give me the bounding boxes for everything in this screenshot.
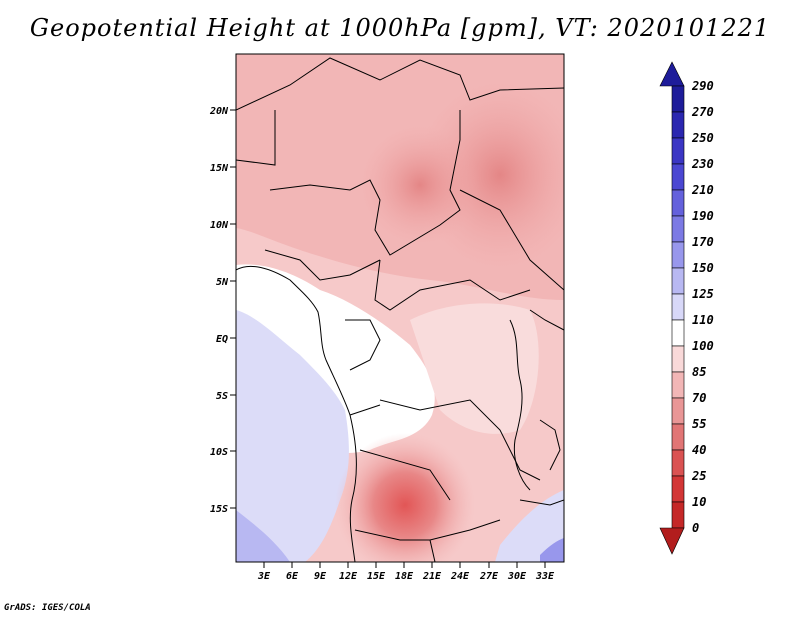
lon-label: 24E (450, 571, 470, 582)
lat-label: 20N (209, 106, 229, 117)
lon-label: 18E (395, 571, 414, 582)
colorbar-bin (671, 423, 685, 451)
colorbar-bin (671, 85, 685, 113)
lon-label: 15E (367, 571, 386, 582)
lon-label: 12E (339, 571, 358, 582)
lat-label: 5N (216, 277, 229, 288)
colorbar-bin (671, 449, 685, 477)
lat-label: 10N (210, 220, 229, 231)
lat-label: 15N (210, 163, 229, 174)
colorbar-label: 0 (692, 521, 699, 535)
lon-label: 33E (535, 571, 555, 582)
ocean-blue-deep (236, 510, 290, 562)
colorbar-labels: 290 270 250 230 210 190 170 150 125 110 … (691, 79, 714, 535)
colorbar-label: 85 (692, 365, 706, 379)
pale-zone (410, 303, 539, 434)
shaded-field (236, 54, 564, 562)
colorbar-label: 190 (692, 209, 714, 223)
colorbar-label: 230 (691, 157, 714, 171)
colorbar-bottom-arrow (659, 527, 685, 555)
lon-label: 27E (479, 571, 499, 582)
colorbar-label: 270 (691, 105, 714, 119)
colorbar-bin (671, 397, 685, 425)
colorbar-label: 150 (692, 261, 714, 275)
colorbar-bin (671, 163, 685, 191)
colorbar-bin (671, 345, 685, 373)
map-title: Geopotential Height at 1000hPa [gpm], VT… (29, 14, 771, 42)
footer-credit: GrADS: IGES/COLA (4, 603, 91, 613)
colorbar-label: 125 (692, 287, 714, 301)
colorbar-label: 290 (691, 79, 714, 93)
colorbar-label: 10 (692, 495, 706, 509)
colorbar-label: 25 (691, 469, 706, 483)
lon-label: 30E (507, 571, 527, 582)
colorbar-bin (671, 371, 685, 399)
lon-axis: 3E 6E 9E 12E 15E 18E 21E 24E 27E 30E 33E (257, 562, 555, 582)
lon-label: 21E (422, 571, 442, 582)
colorbar-bin (671, 215, 685, 243)
lon-label: 6E (286, 571, 299, 582)
lon-label: 9E (314, 571, 327, 582)
map-frame (235, 53, 565, 563)
colorbar-bin (671, 293, 685, 321)
colorbar-bin (671, 189, 685, 217)
colorbar-bin (671, 267, 685, 295)
southeast-blue-deep (540, 538, 564, 562)
colorbar-label: 110 (692, 313, 714, 327)
colorbar-bin (671, 137, 685, 165)
colorbar-bin (671, 241, 685, 269)
colorbar (659, 61, 685, 555)
colorbar-bin (671, 319, 685, 347)
colorbar-label: 70 (692, 391, 706, 405)
southeast-blue (495, 490, 564, 562)
north-hotspot-central (360, 125, 480, 245)
colorbar-label: 210 (691, 183, 714, 197)
colorbar-label: 170 (692, 235, 714, 249)
colorbar-label: 250 (691, 131, 714, 145)
colorbar-bin (671, 501, 685, 529)
lat-label: 5S (216, 391, 228, 402)
borders (236, 57, 564, 562)
lat-label: 15S (210, 504, 228, 515)
ocean-blue (236, 310, 349, 562)
lat-label: 10S (210, 447, 228, 458)
lat-label: EQ (216, 334, 228, 345)
colorbar-label: 100 (692, 339, 714, 353)
south-hotspot (335, 433, 475, 562)
colorbar-label: 40 (692, 443, 706, 457)
colorbar-bin (671, 475, 685, 503)
lat-axis: 20N 15N 10N 5N EQ 5S 10S 15S (209, 106, 236, 515)
colorbar-top-arrow (659, 61, 685, 87)
colorbar-label: 55 (692, 417, 706, 431)
lon-label: 3E (257, 571, 271, 582)
colorbar-bin (671, 111, 685, 139)
